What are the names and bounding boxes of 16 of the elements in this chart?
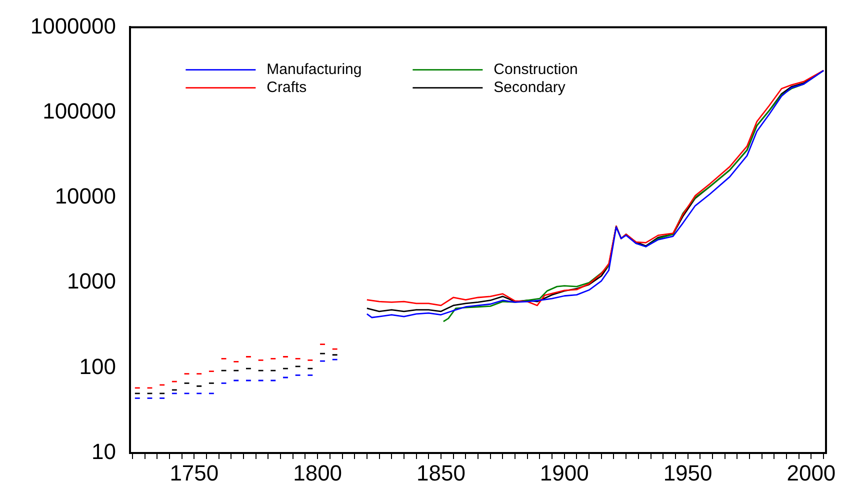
y-tick-label: 100 bbox=[79, 354, 116, 379]
legend-label: Crafts bbox=[266, 78, 307, 96]
y-tick-label: 10 bbox=[92, 439, 116, 464]
legend-label: Secondary bbox=[494, 78, 566, 96]
x-tick-label: 1750 bbox=[170, 460, 219, 486]
x-tick-label: 1800 bbox=[293, 460, 342, 486]
legend-label: Construction bbox=[494, 60, 578, 78]
x-tick-label: 1950 bbox=[663, 460, 712, 486]
x-tick-label: 2000 bbox=[786, 460, 836, 486]
y-tick-label: 1000 bbox=[67, 268, 116, 294]
legend-label: Manufacturing bbox=[266, 60, 362, 78]
y-tick-label: 100000 bbox=[42, 98, 116, 124]
y-tick-label: 10000 bbox=[54, 184, 116, 209]
x-tick-label: 1900 bbox=[540, 460, 589, 486]
x-tick-label: 1850 bbox=[416, 460, 466, 486]
y-tick-label: 1000000 bbox=[30, 13, 116, 38]
